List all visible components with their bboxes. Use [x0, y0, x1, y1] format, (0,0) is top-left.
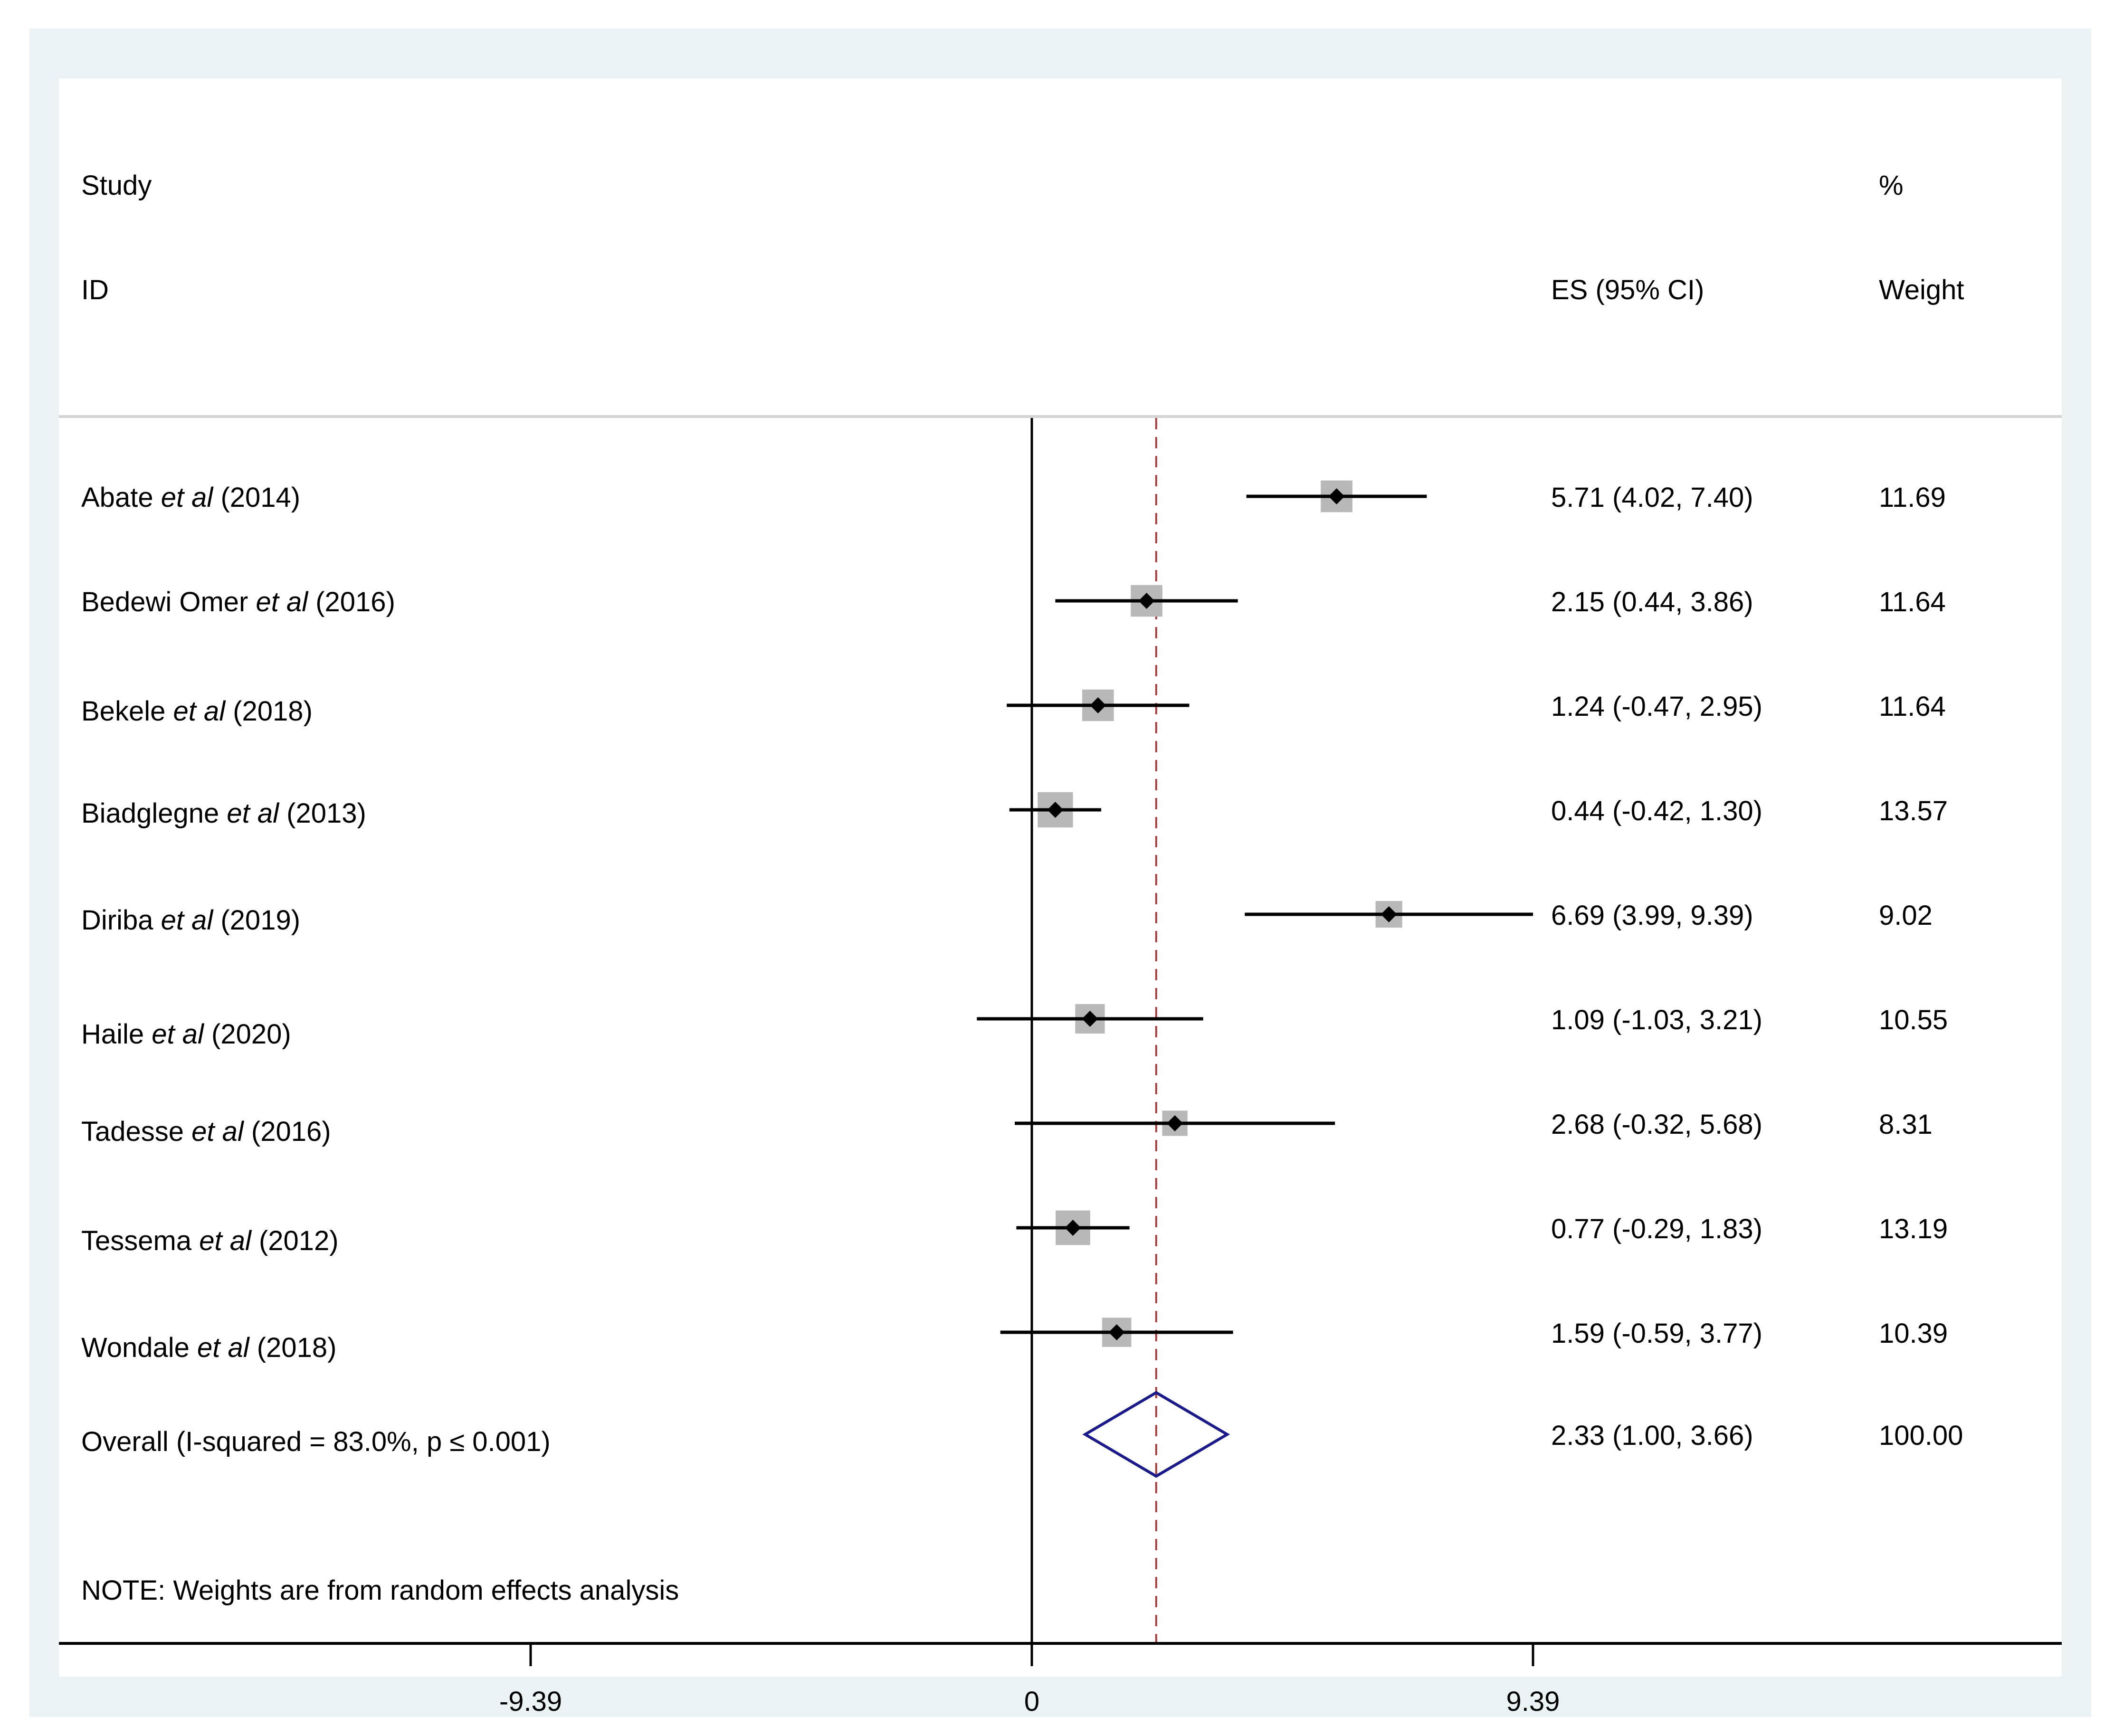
- study-row: Bedewi Omer et al (2016) 2.15 (0.44, 3.86…: [81, 585, 1946, 617]
- header-percent: %: [1879, 170, 1904, 201]
- es-ci-value: 2.68 (-0.32, 5.68): [1551, 1109, 1762, 1140]
- axes: -9.39 0 9.39: [59, 418, 2062, 1717]
- study-label: Wondale et al (2018): [81, 1332, 336, 1363]
- weight-value: 13.19: [1879, 1214, 1948, 1244]
- point-estimate: [1108, 1324, 1125, 1340]
- x-tick-label: 0: [1024, 1686, 1039, 1717]
- study-label: Haile et al (2020): [81, 1019, 291, 1050]
- study-label: Diriba et al (2019): [81, 905, 300, 936]
- study-row: Diriba et al (2019) 6.69 (3.99, 9.39) 9.02: [81, 900, 1933, 936]
- weight-value: 10.55: [1879, 1005, 1948, 1035]
- point-estimate: [1328, 488, 1345, 504]
- point-estimate: [1047, 802, 1064, 818]
- point-estimate: [1065, 1220, 1081, 1236]
- overall-es-value: 2.33 (1.00, 3.66): [1551, 1420, 1753, 1451]
- header-id: ID: [81, 275, 109, 305]
- study-label: Tadesse et al (2016): [81, 1116, 331, 1147]
- study-row: Biadglegne et al (2013) 0.44 (-0.42, 1.30…: [81, 792, 1948, 829]
- weight-value: 13.57: [1879, 796, 1948, 826]
- es-ci-value: 0.44 (-0.42, 1.30): [1551, 796, 1762, 826]
- header-study: Study: [81, 170, 152, 201]
- study-label: Tessema et al (2012): [81, 1225, 339, 1256]
- es-ci-value: 1.09 (-1.03, 3.21): [1551, 1005, 1762, 1035]
- study-label: Abate et al (2014): [81, 482, 300, 513]
- study-row: Wondale et al (2018) 1.59 (-0.59, 3.77) 10…: [81, 1318, 1948, 1363]
- plot-panel: [59, 78, 2062, 1677]
- study-row: Abate et al (2014) 5.71 (4.02, 7.40) 11.69: [81, 480, 1946, 513]
- point-estimate: [1167, 1115, 1183, 1131]
- figure-border: [29, 28, 2091, 1717]
- study-label: Biadglegne et al (2013): [81, 798, 366, 829]
- study-row: Bekele et al (2018) 1.24 (-0.47, 2.95) 11.…: [81, 689, 1946, 727]
- point-estimate: [1138, 593, 1155, 609]
- overall-row: Overall (I-squared = 83.0%, p ≤ 0.001) 2.…: [81, 1391, 1963, 1478]
- point-estimate: [1082, 1011, 1098, 1027]
- x-tick-label: -9.39: [499, 1686, 562, 1717]
- study-row: Haile et al (2020) 1.09 (-1.03, 3.21) 10.5…: [81, 1004, 1948, 1050]
- es-ci-value: 5.71 (4.02, 7.40): [1551, 482, 1753, 513]
- header-weight: Weight: [1879, 275, 1964, 305]
- point-estimate: [1381, 906, 1397, 922]
- point-estimate: [1090, 697, 1106, 713]
- header-es: ES (95% CI): [1551, 275, 1704, 305]
- es-ci-value: 6.69 (3.99, 9.39): [1551, 900, 1753, 931]
- weight-value: 11.64: [1879, 691, 1946, 722]
- weight-value: 11.64: [1879, 587, 1946, 617]
- es-ci-value: 2.15 (0.44, 3.86): [1551, 587, 1753, 617]
- overall-weight-value: 100.00: [1879, 1420, 1963, 1451]
- study-label: Bedewi Omer et al (2016): [81, 587, 395, 617]
- study-rows: Abate et al (2014) 5.71 (4.02, 7.40) 11.69…: [81, 480, 1948, 1363]
- weight-value: 11.69: [1879, 482, 1946, 513]
- study-row: Tessema et al (2012) 0.77 (-0.29, 1.83) 13…: [81, 1210, 1948, 1256]
- es-ci-value: 0.77 (-0.29, 1.83): [1551, 1214, 1762, 1244]
- weight-value: 10.39: [1879, 1318, 1948, 1349]
- es-ci-value: 1.59 (-0.59, 3.77): [1551, 1318, 1762, 1349]
- weight-value: 9.02: [1879, 900, 1933, 931]
- weight-value: 8.31: [1879, 1109, 1933, 1140]
- overall-diamond: [1082, 1391, 1230, 1478]
- overall-label: Overall (I-squared = 83.0%, p ≤ 0.001): [81, 1426, 551, 1457]
- es-ci-value: 1.24 (-0.47, 2.95): [1551, 691, 1762, 722]
- study-label: Bekele et al (2018): [81, 696, 313, 727]
- study-row: Tadesse et al (2016) 2.68 (-0.32, 5.68) 8.…: [81, 1109, 1933, 1147]
- x-tick-label: 9.39: [1506, 1686, 1560, 1717]
- note-text: NOTE: Weights are from random effects an…: [81, 1575, 679, 1606]
